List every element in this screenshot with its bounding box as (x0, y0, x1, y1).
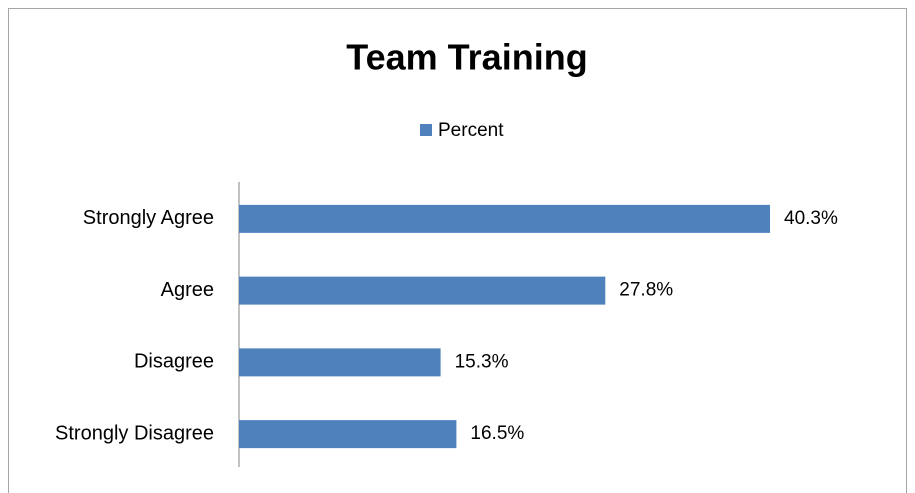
data-label: 27.8% (619, 280, 673, 301)
legend-swatch (420, 124, 432, 136)
bar (239, 204, 770, 233)
data-label: 15.3% (455, 351, 509, 372)
bar (239, 348, 441, 377)
y-tick-label: Strongly Agree (83, 207, 214, 229)
bar (239, 276, 606, 305)
y-tick-label: Agree (161, 279, 214, 301)
bar (239, 420, 457, 449)
chart-title: Team Training (346, 37, 587, 78)
y-tick-label: Disagree (134, 351, 214, 373)
legend-label: Percent (438, 120, 504, 141)
data-label: 16.5% (470, 423, 524, 444)
y-tick-label: Strongly Disagree (55, 422, 214, 444)
data-label: 40.3% (784, 208, 838, 229)
chart-border (8, 8, 907, 493)
